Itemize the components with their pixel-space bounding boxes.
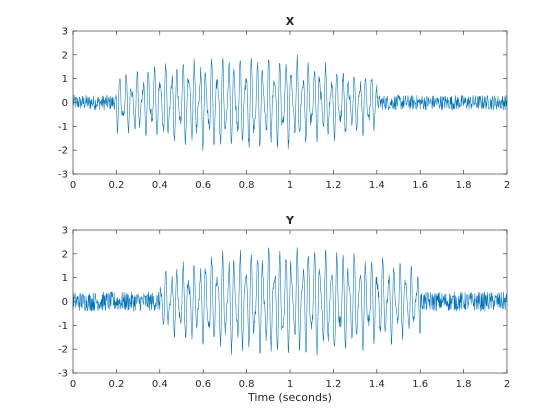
y-tick-label: 2	[62, 249, 68, 260]
x-tick-label: 0.8	[239, 180, 255, 191]
subplot-title: X	[286, 15, 295, 28]
y-tick-label: 3	[62, 27, 68, 38]
y-tick-label: 1	[62, 74, 68, 85]
x-tick-label: 2	[504, 180, 510, 191]
subplot-y: Y -3 -2 -1 0 1 2 3 0 0.2 0.4 0.6 0.8 1 1.2 1.4 1.6 1.8 2…	[58, 214, 510, 404]
x-tick-label: 0.2	[108, 379, 124, 390]
x-tick-label: 1.2	[325, 379, 341, 390]
x-tick-label: 1.6	[412, 379, 428, 390]
x-tick-label: 1	[287, 180, 293, 191]
x-tick-label: 0.4	[152, 379, 168, 390]
x-tick-label: 0	[70, 379, 76, 390]
x-tick-label: 1.2	[325, 180, 341, 191]
x-tick-label: 2	[504, 379, 510, 390]
y-tick-label: -1	[58, 122, 68, 133]
y-tick-label: -3	[58, 170, 68, 181]
y-tick-label: 0	[62, 98, 68, 109]
x-tick-label: 0	[70, 180, 76, 191]
x-tick-label: 1.8	[456, 180, 472, 191]
subplot-title: Y	[285, 214, 295, 227]
y-tick-label: 1	[62, 273, 68, 284]
signal-line-y	[72, 247, 508, 356]
x-tick-label: 1.4	[369, 180, 385, 191]
x-tick-label: 0.6	[195, 180, 211, 191]
x-tick-label: 1.6	[412, 180, 428, 191]
axes-box	[72, 229, 508, 374]
y-tick-label: -1	[58, 321, 68, 332]
signal-line-x	[72, 53, 508, 151]
x-tick-label: 0.8	[239, 379, 255, 390]
y-tick-label: -2	[58, 345, 68, 356]
x-tick-label: 1.8	[456, 379, 472, 390]
subplot-x: X -3 -2 -1 0 1 2 3 0 0.2 0.4 0.6 0.8 1 1.2 1.4 1.6 1.8 2	[58, 15, 510, 191]
x-tick-label: 0.6	[195, 379, 211, 390]
y-tick-label: -3	[58, 369, 68, 380]
x-axis-label: Time (seconds)	[247, 391, 332, 404]
y-tick-label: -2	[58, 146, 68, 157]
x-tick-label: 0.2	[108, 180, 124, 191]
y-tick-label: 3	[62, 226, 68, 237]
x-tick-label: 1	[287, 379, 293, 390]
y-tick-label: 2	[62, 50, 68, 61]
x-tick-label: 1.4	[369, 379, 385, 390]
y-tick-label: 0	[62, 297, 68, 308]
x-tick-label: 0.4	[152, 180, 168, 191]
axes-box	[72, 30, 508, 175]
